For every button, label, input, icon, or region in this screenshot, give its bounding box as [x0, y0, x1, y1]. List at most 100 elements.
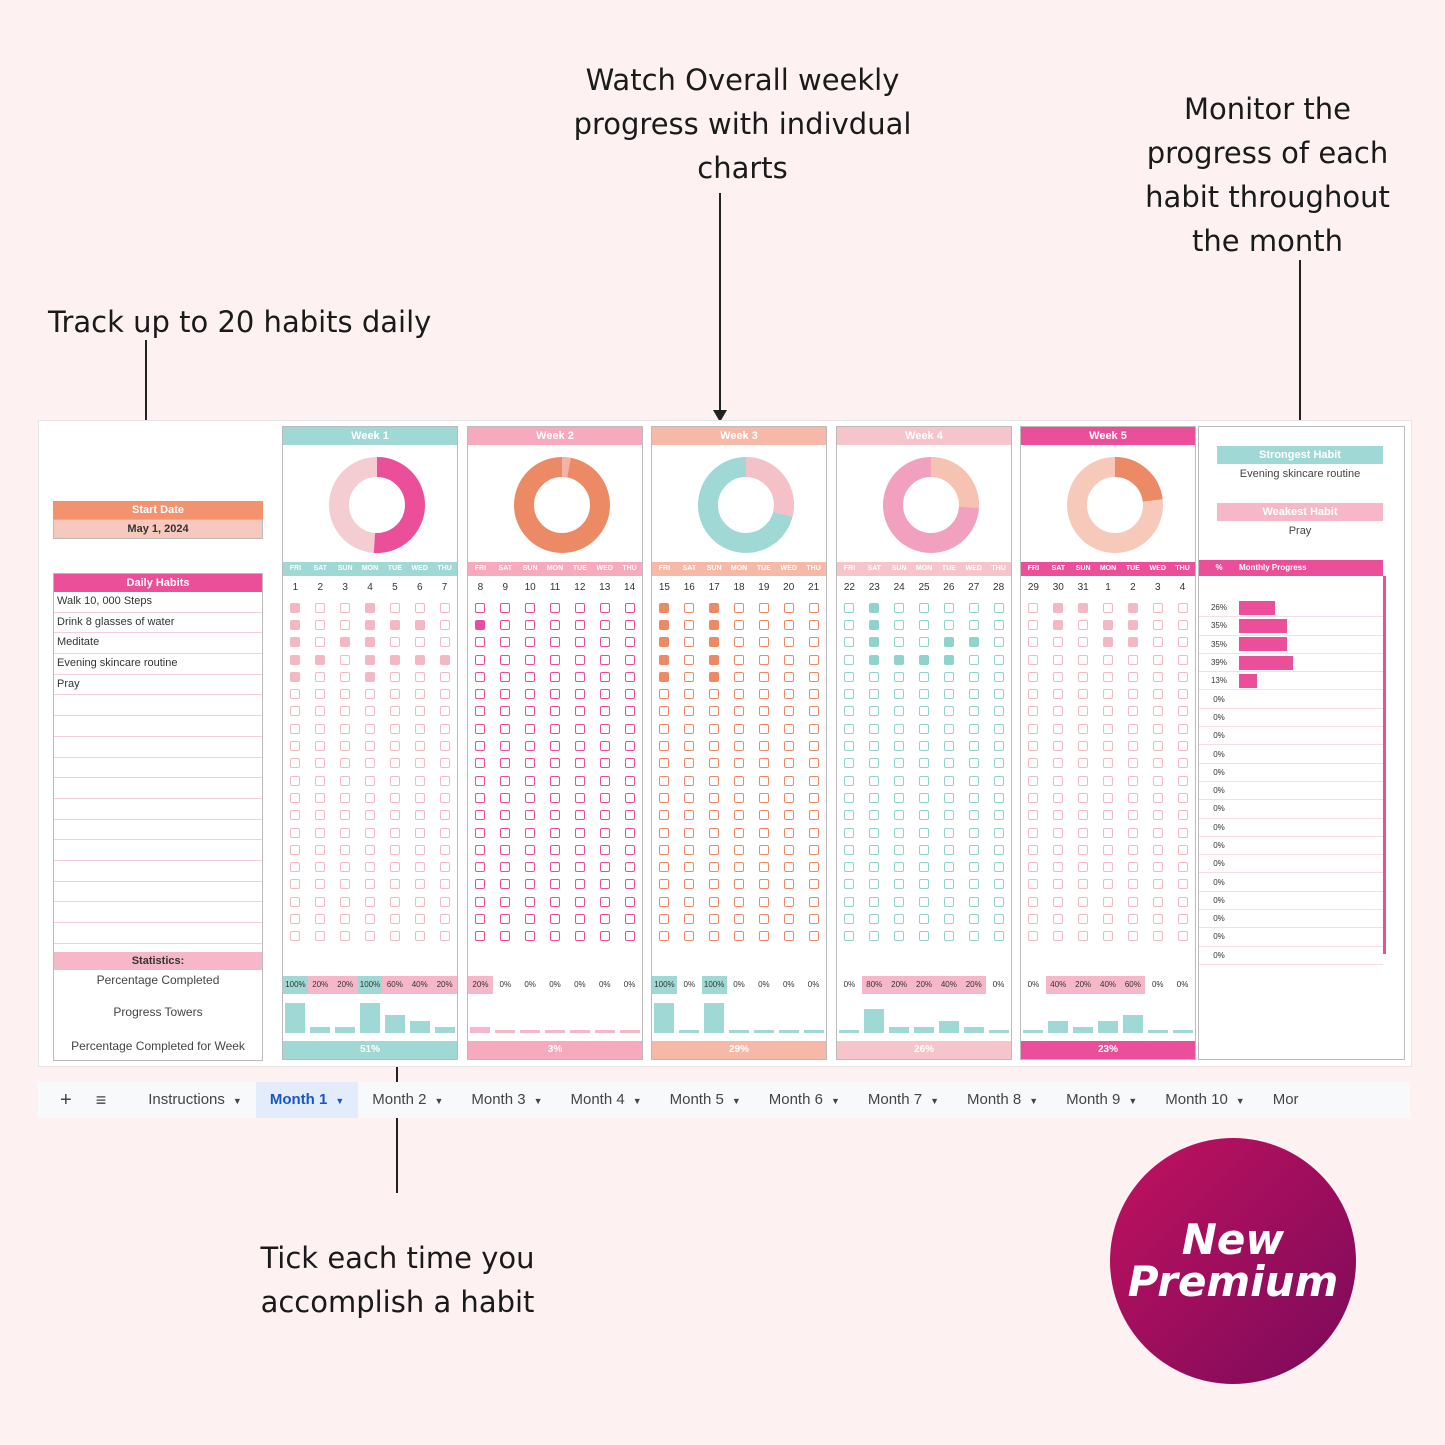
- habit-row[interactable]: [54, 716, 262, 737]
- habit-checkbox[interactable]: [808, 758, 819, 769]
- habit-checkbox[interactable]: [475, 827, 486, 838]
- habit-checkbox[interactable]: [525, 689, 536, 700]
- habit-checkbox[interactable]: [709, 844, 720, 855]
- habit-checkbox[interactable]: [475, 723, 486, 734]
- habit-checkbox[interactable]: [734, 896, 744, 907]
- habit-checkbox[interactable]: [315, 602, 326, 613]
- habit-checkbox[interactable]: [734, 602, 744, 613]
- habit-checkbox[interactable]: [709, 792, 720, 803]
- habit-checkbox[interactable]: [894, 619, 905, 630]
- habit-checkbox-checked[interactable]: [894, 654, 905, 665]
- habit-checkbox[interactable]: [684, 879, 695, 890]
- habit-checkbox[interactable]: [525, 723, 536, 734]
- habit-checkbox[interactable]: [684, 741, 695, 752]
- habit-checkbox[interactable]: [684, 758, 695, 769]
- habit-checkbox[interactable]: [365, 810, 375, 821]
- habit-checkbox-checked[interactable]: [709, 619, 720, 630]
- habit-checkbox[interactable]: [550, 896, 560, 907]
- habit-checkbox[interactable]: [1028, 706, 1039, 717]
- habit-checkbox[interactable]: [1078, 671, 1089, 682]
- habit-checkbox[interactable]: [315, 637, 326, 648]
- habit-checkbox[interactable]: [500, 619, 511, 630]
- habit-checkbox[interactable]: [684, 844, 695, 855]
- habit-checkbox-checked[interactable]: [709, 602, 720, 613]
- habit-checkbox[interactable]: [500, 879, 511, 890]
- habit-checkbox[interactable]: [1078, 723, 1089, 734]
- habit-checkbox[interactable]: [1053, 741, 1064, 752]
- habit-checkbox[interactable]: [525, 862, 536, 873]
- habit-checkbox[interactable]: [869, 792, 880, 803]
- habit-checkbox[interactable]: [844, 619, 855, 630]
- habit-checkbox[interactable]: [919, 671, 929, 682]
- habit-checkbox[interactable]: [475, 775, 486, 786]
- habit-checkbox[interactable]: [783, 758, 794, 769]
- habit-checkbox[interactable]: [709, 758, 720, 769]
- habit-checkbox[interactable]: [439, 671, 450, 682]
- habit-checkbox[interactable]: [500, 654, 511, 665]
- habit-checkbox[interactable]: [968, 827, 979, 838]
- habit-checkbox[interactable]: [758, 913, 769, 924]
- habit-checkbox[interactable]: [624, 792, 635, 803]
- habit-checkbox[interactable]: [919, 844, 929, 855]
- sheet-tab-month-7[interactable]: Month 7 ▼: [854, 1082, 953, 1118]
- habit-checkbox-checked[interactable]: [709, 637, 720, 648]
- habit-checkbox[interactable]: [414, 913, 425, 924]
- habit-checkbox[interactable]: [1103, 723, 1113, 734]
- habit-checkbox[interactable]: [869, 931, 880, 942]
- habit-checkbox[interactable]: [709, 827, 720, 838]
- habit-checkbox[interactable]: [894, 671, 905, 682]
- habit-checkbox[interactable]: [919, 689, 929, 700]
- habit-checkbox[interactable]: [1028, 689, 1039, 700]
- habit-checkbox[interactable]: [574, 689, 585, 700]
- habit-checkbox[interactable]: [659, 792, 670, 803]
- habit-checkbox[interactable]: [290, 844, 301, 855]
- habit-checkbox[interactable]: [315, 931, 326, 942]
- habit-checkbox[interactable]: [1103, 741, 1113, 752]
- habit-checkbox-checked[interactable]: [869, 602, 880, 613]
- habit-checkbox[interactable]: [624, 723, 635, 734]
- habit-checkbox[interactable]: [290, 723, 301, 734]
- habit-checkbox-checked[interactable]: [365, 637, 375, 648]
- habit-checkbox[interactable]: [1028, 619, 1039, 630]
- habit-checkbox[interactable]: [550, 602, 560, 613]
- habit-checkbox[interactable]: [1028, 775, 1039, 786]
- habit-checkbox[interactable]: [783, 862, 794, 873]
- habit-checkbox[interactable]: [340, 879, 351, 890]
- habit-checkbox[interactable]: [599, 931, 610, 942]
- habit-checkbox[interactable]: [734, 619, 744, 630]
- habit-checkbox-checked[interactable]: [365, 671, 375, 682]
- habit-checkbox[interactable]: [365, 775, 375, 786]
- habit-checkbox[interactable]: [869, 896, 880, 907]
- habit-checkbox[interactable]: [844, 792, 855, 803]
- habit-checkbox[interactable]: [414, 741, 425, 752]
- habit-checkbox[interactable]: [844, 637, 855, 648]
- habit-checkbox[interactable]: [1053, 775, 1064, 786]
- habit-checkbox[interactable]: [758, 619, 769, 630]
- habit-checkbox[interactable]: [1053, 844, 1064, 855]
- habit-checkbox[interactable]: [993, 706, 1004, 717]
- habit-checkbox[interactable]: [968, 913, 979, 924]
- habit-checkbox[interactable]: [550, 637, 560, 648]
- habit-checkbox[interactable]: [869, 723, 880, 734]
- habit-checkbox[interactable]: [574, 741, 585, 752]
- habit-checkbox[interactable]: [340, 758, 351, 769]
- habit-checkbox[interactable]: [414, 689, 425, 700]
- habit-checkbox[interactable]: [315, 827, 326, 838]
- habit-row[interactable]: [54, 737, 262, 758]
- habit-checkbox[interactable]: [808, 896, 819, 907]
- habit-checkbox[interactable]: [1078, 619, 1089, 630]
- habit-checkbox[interactable]: [943, 775, 954, 786]
- habit-checkbox[interactable]: [599, 637, 610, 648]
- habit-checkbox[interactable]: [475, 654, 486, 665]
- habit-checkbox[interactable]: [783, 654, 794, 665]
- habit-checkbox[interactable]: [1127, 896, 1138, 907]
- habit-checkbox[interactable]: [414, 931, 425, 942]
- habit-checkbox[interactable]: [808, 706, 819, 717]
- habit-checkbox[interactable]: [389, 671, 400, 682]
- habit-checkbox[interactable]: [709, 706, 720, 717]
- habit-checkbox[interactable]: [365, 741, 375, 752]
- habit-checkbox[interactable]: [943, 879, 954, 890]
- habit-checkbox[interactable]: [290, 862, 301, 873]
- habit-checkbox[interactable]: [734, 671, 744, 682]
- habit-checkbox[interactable]: [1103, 879, 1113, 890]
